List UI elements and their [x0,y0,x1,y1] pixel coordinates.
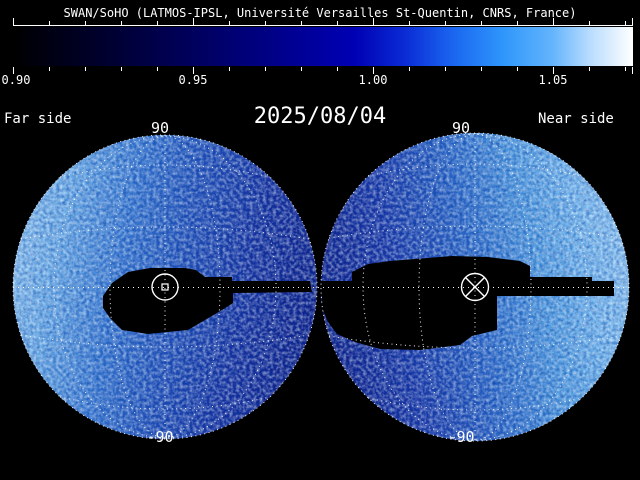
colorbar-tick [632,18,633,25]
colorbar-tick [625,21,626,25]
colorbar-tick [589,67,590,71]
colorbar-tick [337,21,338,25]
colorbar-tick [553,67,554,74]
date-label: 2025/08/04 [253,104,387,129]
colorbar-tick [49,21,50,25]
colorbar-tick [157,21,158,25]
colorbar-tick [13,18,14,25]
colorbar-tick [229,21,230,25]
colorbar-tick [553,18,554,25]
equator-dotted-line [13,287,633,288]
colorbar-gradient [13,27,633,66]
colorbar-tick [301,21,302,25]
colorbar-tick-label: 1.05 [538,73,568,87]
colorbar-tick-label: 1.00 [358,73,388,87]
colorbar-tick [49,67,50,71]
near-side-masked-region-lower [322,296,497,350]
far-side-label: Far side [4,111,72,127]
colorbar-tick [517,67,518,71]
colorbar-tick [445,67,446,71]
colorbar-tick [85,21,86,25]
near-side-masked-band [321,277,614,296]
colorbar-tick [373,67,374,74]
colorbar-top-axis [13,25,633,26]
far-side-masked-region [103,268,312,334]
colorbar-tick [409,21,410,25]
colorbar-tick [481,21,482,25]
colorbar-tick [85,67,86,71]
colorbar-tick [517,21,518,25]
colorbar-tick [632,67,633,74]
colorbar-tick [301,67,302,71]
colorbar-tick [337,67,338,71]
near-pole-top-label: 90 [451,119,471,137]
colorbar-tick [13,67,14,74]
colorbar-tick [121,67,122,71]
colorbar-tick [229,67,230,71]
colorbar-tick [409,67,410,71]
colorbar-tick-label: 0.95 [178,73,208,87]
colorbar-tick [589,21,590,25]
colorbar-tick [481,67,482,71]
colorbar-tick-label: 0.90 [1,73,31,87]
colorbar-tick [625,67,626,71]
near-side-masked-region-upper [352,256,530,281]
colorbar-tick [121,21,122,25]
near-pole-bottom-label: -90 [447,428,475,446]
colorbar-tick [265,21,266,25]
colorbar-tick [193,18,194,25]
far-pole-top-label: 90 [150,119,170,137]
colorbar-tick [157,67,158,71]
near-side-label: Near side [538,111,614,127]
colorbar-tick [445,21,446,25]
colorbar-tick [193,67,194,74]
colorbar-tick [373,18,374,25]
page-title: SWAN/SoHO (LATMOS-IPSL, Université Versa… [63,6,577,20]
colorbar-tick [265,67,266,71]
far-pole-bottom-label: -90 [146,428,174,446]
